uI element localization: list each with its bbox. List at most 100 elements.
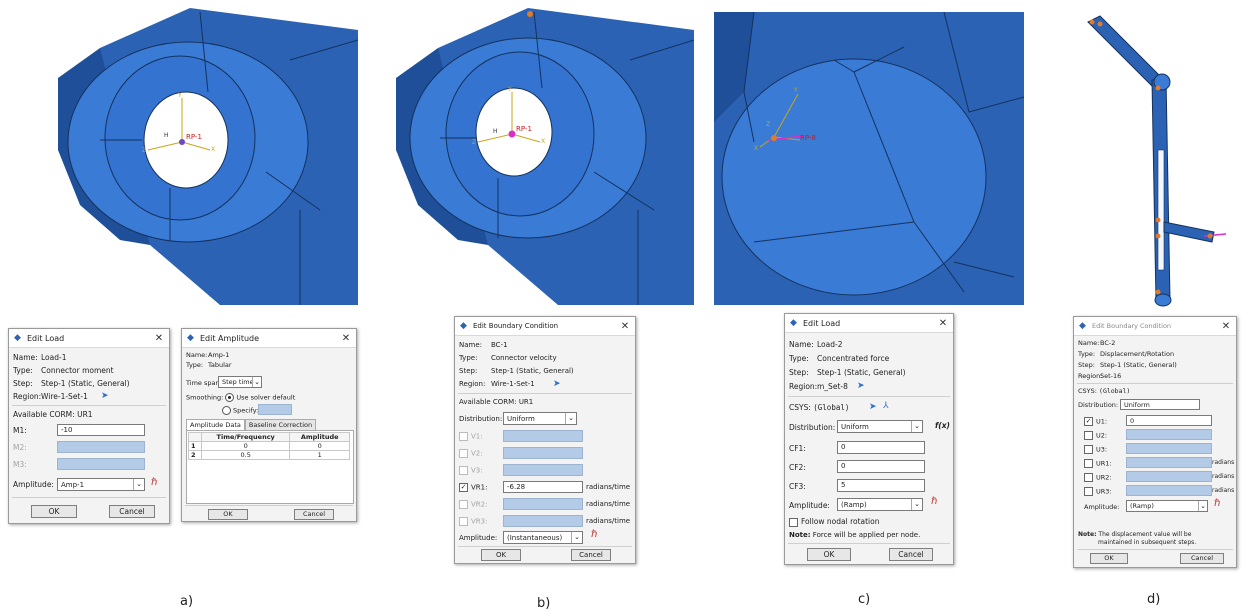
u3-checkbox[interactable] [1084,445,1093,454]
viewport-a[interactable]: RP-1 H Y X Z [30,0,358,305]
u2-checkbox[interactable] [1084,431,1093,440]
dialog-title-bar[interactable]: ◆ Edit Load ✕ [785,314,953,333]
load-point-marker[interactable] [771,135,777,141]
cf3-input[interactable]: 5 [837,479,925,492]
follow-rotation-checkbox[interactable] [789,517,798,527]
reference-point-marker[interactable] [508,130,516,138]
region-label: Region: [13,392,42,401]
cf1-label: CF1: [789,444,806,453]
chevron-down-icon: ⌄ [1198,501,1207,511]
viewport-b[interactable]: RP-1 H Y X Z [368,0,694,305]
vr1-input[interactable]: -6.28 [503,481,583,493]
vr3-input [503,515,583,527]
node-marker [1155,217,1161,223]
region-label: Region: [459,380,486,388]
axis-label-x: X [754,145,758,152]
vr1-checkbox[interactable]: ✓ [459,483,468,492]
u1-checkbox[interactable]: ✓ [1084,417,1093,426]
close-icon[interactable]: ✕ [620,320,630,332]
distribution-select[interactable]: Uniform ⌄ [837,420,923,433]
table-row[interactable]: 2 0.5 1 [188,450,350,460]
m1-input[interactable]: -10 [57,424,145,436]
ok-button[interactable]: OK [481,549,521,561]
select-csys-pointer-icon[interactable]: ➤ [869,402,877,412]
reference-point-marker[interactable] [179,139,185,145]
amplitude-table[interactable]: Time/Frequency Amplitude 1 0 0 2 0.5 1 [188,432,350,460]
select-region-pointer-icon[interactable]: ➤ [857,381,865,391]
row-index: 2 [188,450,202,460]
bc-region: Wire-1-Set-1 [491,380,535,388]
node-marker [1155,289,1161,295]
table-row[interactable]: 1 0 0 [188,441,350,451]
distribution-select[interactable]: Uniform ⌄ [503,412,577,425]
time-cell[interactable]: 0.5 [200,450,291,460]
u1-input[interactable]: 0 [1126,415,1212,426]
dialog-title: Edit Load [803,318,841,328]
ur1-checkbox[interactable] [1084,459,1093,468]
node-marker [1089,19,1095,25]
create-amplitude-icon[interactable]: ℏ [1214,498,1221,509]
select-region-pointer-icon[interactable]: ➤ [101,391,109,401]
select-region-pointer-icon[interactable]: ➤ [553,379,561,389]
ur2-checkbox[interactable] [1084,473,1093,482]
time-cell[interactable]: 0 [200,441,291,451]
dialog-title-bar[interactable]: ◆ Edit Amplitude ✕ [182,329,356,348]
time-span-select[interactable]: Step time ⌄ [218,376,262,388]
cancel-button[interactable]: Cancel [1180,553,1224,564]
dialog-title-bar[interactable]: ◆ Edit Load ✕ [9,329,169,348]
name-label: Name: [1078,339,1100,347]
ok-button[interactable]: OK [208,509,248,520]
use-default-radio[interactable] [225,393,235,402]
cancel-button[interactable]: Cancel [294,509,334,520]
close-icon[interactable]: ✕ [341,332,351,344]
cancel-button[interactable]: Cancel [109,505,155,518]
ok-button[interactable]: OK [1090,553,1128,564]
caption-a: a) [180,594,194,609]
corm-label: Available CORM: [13,410,75,419]
vr2-label: VR2: [471,500,488,509]
vr2-checkbox [459,500,468,509]
amplitude-select[interactable]: Amp-1 ⌄ [57,478,145,491]
load-region: Wire-1-Set-1 [41,392,88,401]
cancel-button[interactable]: Cancel [889,548,933,561]
cf1-input[interactable]: 0 [837,441,925,454]
amplitude-cell[interactable]: 1 [289,450,350,460]
create-amplitude-icon[interactable]: ℏ [591,529,598,540]
ok-button[interactable]: OK [807,548,851,561]
amplitude-cell[interactable]: 0 [289,441,350,451]
ok-button[interactable]: OK [31,505,77,518]
amplitude-select[interactable]: (Ramp) ⌄ [837,498,923,511]
cancel-button[interactable]: Cancel [571,549,611,561]
distribution-field[interactable]: Uniform [1120,399,1200,410]
edit-amplitude-dialog: ◆ Edit Amplitude ✕ Name:Amp-1 Type: Tabul… [181,328,357,522]
vr3-unit: radians/time [586,517,631,525]
create-amplitude-icon[interactable]: ℏ [151,477,158,488]
viewport-d[interactable] [1078,10,1238,310]
dialog-title-bar[interactable]: ◆ Edit Boundary Condition ✕ [1074,317,1236,336]
create-csys-icon[interactable]: ⅄ [883,401,889,411]
u2-input [1126,429,1212,440]
chevron-down-icon: ⌄ [565,413,576,424]
specify-radio[interactable] [222,406,231,415]
ur3-checkbox[interactable] [1084,487,1093,496]
cf2-input[interactable]: 0 [837,460,925,473]
edit-boundary-condition-dialog-d: ◆ Edit Boundary Condition ✕ Name:BC-2 Ty… [1073,316,1237,568]
type-label: Type: [13,366,33,375]
close-icon[interactable]: ✕ [154,332,164,344]
create-amplitude-icon[interactable]: ℏ [931,496,938,507]
amplitude-label: Amplitude: [459,534,498,542]
close-icon[interactable]: ✕ [938,317,948,329]
axis-label-z: Z [472,139,476,146]
ur3-input [1126,485,1212,496]
h-label: H [164,132,169,139]
function-icon[interactable]: f(x) [935,421,950,430]
v1-input [503,430,583,442]
rp-label: RP-1 [186,133,202,141]
dialog-title-bar[interactable]: ◆ Edit Boundary Condition ✕ [455,317,635,336]
viewport-c[interactable]: RP-8 Y X Z [714,12,1024,305]
m3-input [57,458,145,470]
amplitude-select[interactable]: (Ramp) ⌄ [1126,500,1208,512]
close-icon[interactable]: ✕ [1221,320,1231,332]
rp-label: RP-1 [516,125,532,133]
amplitude-select[interactable]: (Instantaneous) ⌄ [503,531,583,544]
